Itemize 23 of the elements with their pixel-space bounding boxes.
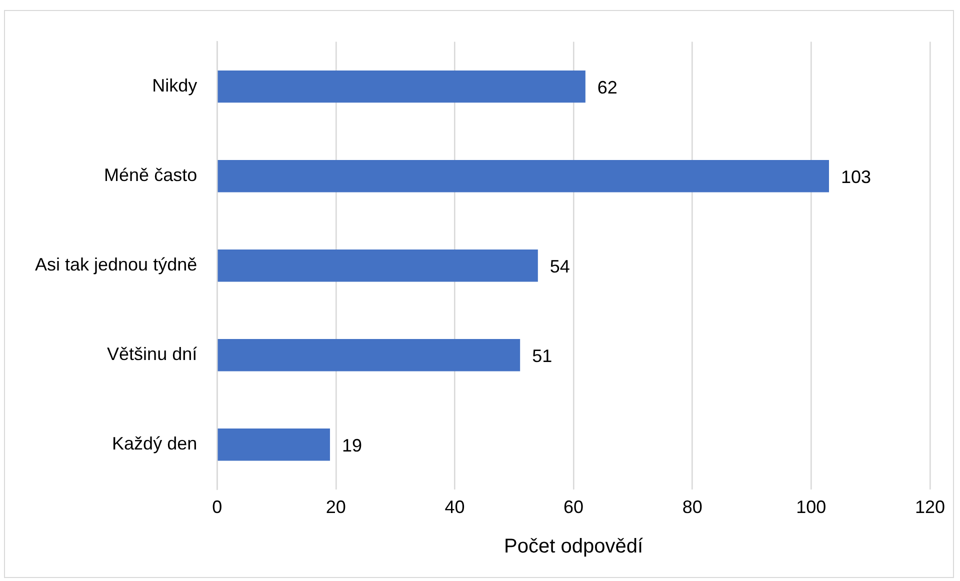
y-tick-label: Asi tak jednou týdně [34, 254, 198, 275]
bar [218, 160, 829, 192]
bar [218, 428, 330, 461]
x-tick-label: 80 [682, 497, 702, 518]
x-tick-label: 100 [796, 497, 826, 518]
data-label: 19 [342, 436, 362, 456]
data-label: 103 [840, 167, 872, 188]
bar [218, 70, 586, 103]
x-tick-label: 40 [444, 497, 465, 518]
x-tick-label: 60 [564, 497, 584, 518]
y-tick-label: Méně často [104, 165, 198, 186]
y-tick-label: Nikdy [152, 76, 198, 96]
x-axis-title: Počet odpovědí [504, 536, 644, 558]
y-tick-label: Každý den [112, 434, 198, 454]
x-tick-label: 0 [212, 497, 222, 518]
x-tick-label: 20 [326, 497, 346, 518]
y-tick-label: Většinu dní [107, 344, 198, 364]
bar [218, 249, 538, 282]
data-label: 54 [550, 256, 570, 277]
data-label: 51 [532, 346, 552, 366]
bar [218, 339, 520, 372]
data-label: 62 [597, 78, 618, 98]
x-tick-label: 120 [914, 497, 946, 518]
